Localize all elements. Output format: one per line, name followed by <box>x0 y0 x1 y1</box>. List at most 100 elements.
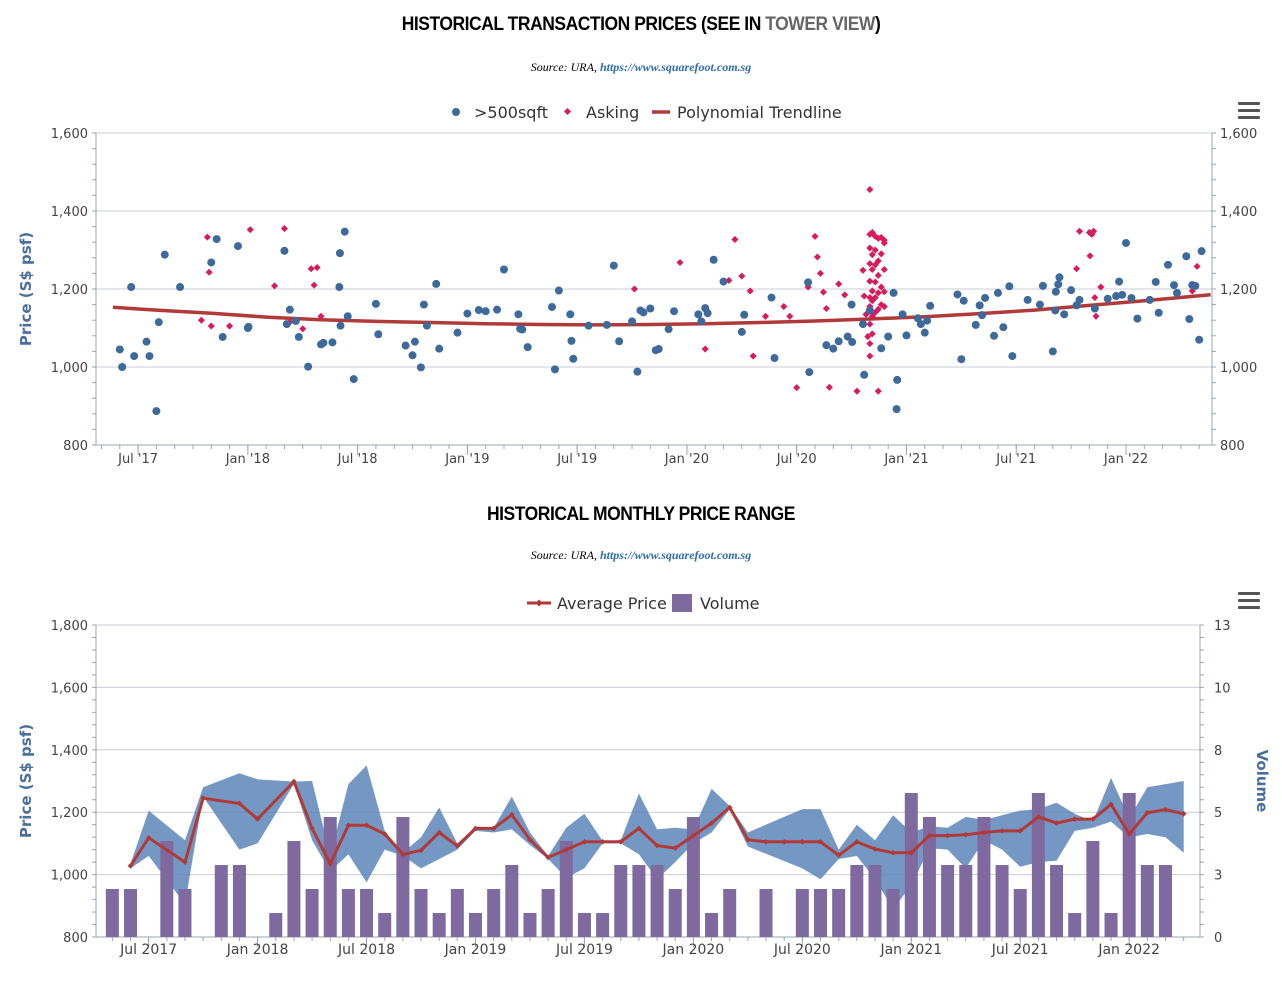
hamburger-menu-icon[interactable] <box>1238 102 1260 120</box>
average-price-point <box>454 843 461 849</box>
chart1-title-main: HISTORICAL TRANSACTION PRICES (SEE IN <box>401 14 766 35</box>
asking-point <box>874 289 882 297</box>
transaction-point <box>847 300 856 309</box>
asking-point <box>866 186 874 194</box>
average-price-point <box>200 795 206 801</box>
asking-point <box>271 282 279 290</box>
asking-point <box>310 281 318 289</box>
x-tick-label: Jul 2021 <box>991 942 1049 958</box>
transaction-point <box>584 321 593 330</box>
hamburger-menu-icon[interactable] <box>1238 592 1260 610</box>
volume-bar <box>705 913 719 937</box>
average-price-point <box>1108 801 1114 808</box>
transaction-point <box>884 332 893 341</box>
transaction-point <box>207 258 216 267</box>
volume-bar <box>886 889 900 937</box>
average-price-point <box>1162 806 1169 813</box>
average-price-point <box>690 832 697 839</box>
transaction-point <box>1172 288 1181 297</box>
transaction-point <box>971 320 980 329</box>
transaction-point <box>1038 281 1047 290</box>
chart2-title: HISTORICAL MONTHLY PRICE RANGE <box>486 504 795 525</box>
transaction-point <box>1103 294 1112 303</box>
chart1-source: Source: URA, https://www.squarefoot.com.… <box>0 60 1282 75</box>
transaction-point <box>767 293 776 302</box>
average-price-point <box>817 839 824 845</box>
x-tick-label: Jul 2017 <box>119 942 177 958</box>
transaction-point <box>432 279 441 288</box>
transaction-point <box>1008 352 1017 361</box>
volume-bar <box>432 913 446 937</box>
asking-point <box>811 232 819 240</box>
chart2-source-link[interactable]: https://www.squarefoot.com.sg <box>599 548 752 562</box>
asking-point <box>868 265 876 274</box>
volume-bar <box>1140 865 1154 937</box>
asking-point <box>749 352 757 360</box>
x-tick-label: Jul '20 <box>776 452 817 467</box>
transaction-point <box>628 317 637 326</box>
y-tick-label: 1,000 <box>51 361 88 376</box>
y-axis-title-right: Volume <box>1253 750 1271 813</box>
asking-point <box>841 291 849 299</box>
y-axis-title: Price (S$ psf) <box>17 724 35 838</box>
asking-point <box>864 333 872 341</box>
asking-point <box>630 285 638 293</box>
transaction-point <box>1060 310 1069 319</box>
asking-point <box>871 246 879 254</box>
transaction-point <box>518 325 527 334</box>
average-price-point <box>563 846 570 853</box>
volume-bar <box>995 865 1009 937</box>
transaction-point <box>654 345 663 354</box>
transaction-point <box>1005 282 1014 291</box>
transaction-point <box>1182 252 1191 261</box>
asking-point <box>868 330 876 338</box>
transaction-point <box>999 323 1008 332</box>
asking-point <box>761 312 770 320</box>
average-price-point <box>708 820 715 826</box>
y-tick-label-right: 10 <box>1214 681 1231 696</box>
average-price-point <box>400 851 406 858</box>
transaction-point <box>218 332 227 341</box>
chart1-source-link[interactable]: https://www.squarefoot.com.sg <box>599 60 752 74</box>
average-price-point <box>890 849 896 856</box>
transaction-point <box>975 301 984 310</box>
average-price-point <box>1144 809 1151 816</box>
transaction-point <box>1154 308 1163 317</box>
volume-bar <box>287 841 301 937</box>
tower-view-link[interactable]: TOWER VIEW <box>765 14 875 35</box>
transaction-point <box>499 265 508 274</box>
volume-bar <box>523 913 537 937</box>
y-tick-label-right: 13 <box>1214 619 1231 634</box>
asking-point <box>280 225 288 233</box>
transaction-point <box>959 296 968 305</box>
average-price-point <box>654 842 660 849</box>
average-price-point <box>1090 816 1096 822</box>
transaction-point <box>212 235 221 244</box>
asking-point <box>868 251 876 259</box>
volume-bar <box>1104 913 1118 937</box>
transaction-price-chart: 800 800 1,000 1,000 1,200 1,200 1,400 1,400 1,60… <box>17 103 1257 467</box>
asking-point <box>853 387 861 395</box>
average-price-point <box>962 831 969 838</box>
legend-marker-transactions <box>452 108 460 116</box>
volume-bar <box>1013 889 1027 937</box>
volume-bar <box>814 889 827 937</box>
volume-bar <box>686 817 700 937</box>
transaction-point <box>1115 277 1124 286</box>
volume-bar <box>668 889 682 937</box>
average-price-point <box>745 836 751 843</box>
average-price-point <box>1126 831 1133 837</box>
y-tick-label: 1,600 <box>51 127 88 142</box>
volume-bar <box>977 817 991 937</box>
average-price-point <box>799 839 806 845</box>
asking-point <box>835 280 843 288</box>
transaction-point <box>463 309 472 318</box>
asking-point <box>786 312 794 320</box>
y-tick-label: 1,400 <box>51 744 88 759</box>
transaction-point <box>130 352 139 361</box>
y-axis-title: Price (S$ psf) <box>17 232 35 346</box>
transaction-point <box>1191 281 1200 290</box>
x-tick-label: Jan '18 <box>225 452 270 467</box>
transaction-point <box>1090 304 1099 313</box>
transaction-point <box>481 307 490 316</box>
